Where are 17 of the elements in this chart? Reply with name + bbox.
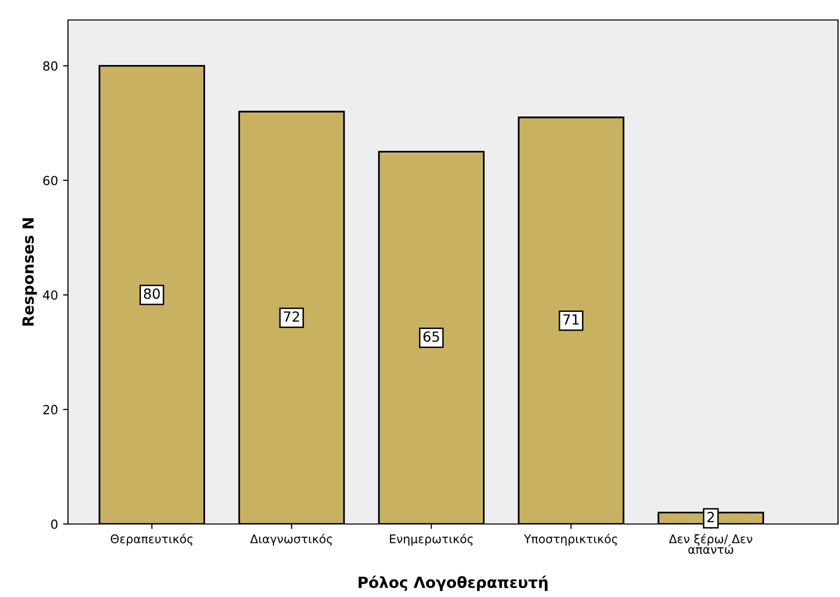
data-label: 65	[423, 331, 439, 342]
y-tick-label: 80	[43, 61, 58, 71]
y-tick-label: 20	[43, 404, 58, 414]
y-axis-title: Responses N	[22, 218, 37, 326]
x-axis-title: Ρόλος Λογοθεραπευτή	[358, 576, 548, 592]
x-tick-label: Θεραπευτικός	[110, 534, 192, 546]
y-tick-label: 40	[42, 290, 58, 300]
data-label: 72	[284, 311, 300, 322]
data-label: 80	[144, 288, 160, 299]
data-label: 71	[563, 314, 579, 325]
y-tick-label: 0	[51, 519, 58, 529]
x-tick-label: Ενημερωτικός	[390, 534, 473, 546]
x-tick-label: Διαγνωστικός	[250, 534, 332, 546]
y-tick-label: 60	[43, 176, 58, 186]
data-label: 2	[707, 512, 714, 522]
x-tick-label: Δεν ξέρω/ Δεν απαντώ	[668, 534, 752, 554]
x-tick-label: Υποστηρικτικός	[524, 534, 618, 546]
